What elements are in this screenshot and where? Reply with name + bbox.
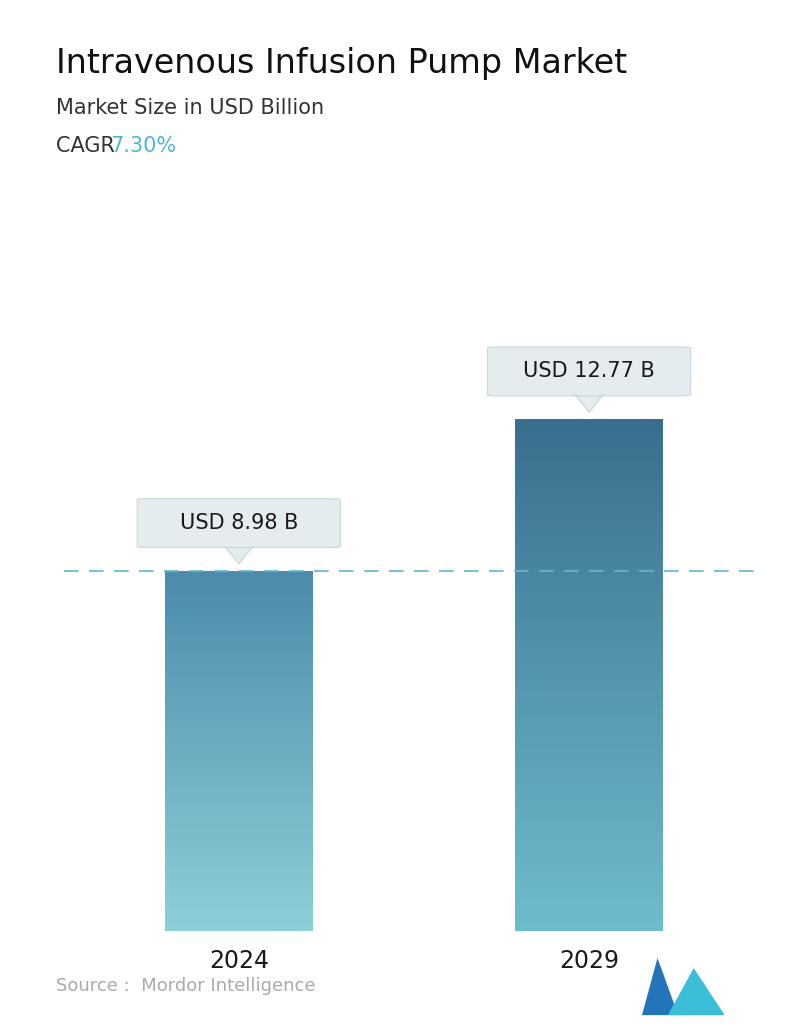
Polygon shape (668, 968, 725, 1015)
Text: CAGR: CAGR (56, 136, 128, 156)
Text: 2029: 2029 (559, 948, 619, 973)
Text: USD 8.98 B: USD 8.98 B (180, 513, 298, 534)
Polygon shape (642, 957, 678, 1015)
Text: Source :  Mordor Intelligence: Source : Mordor Intelligence (56, 977, 315, 995)
Polygon shape (224, 546, 253, 564)
FancyBboxPatch shape (487, 347, 691, 396)
Text: 7.30%: 7.30% (110, 136, 176, 156)
Text: 2024: 2024 (209, 948, 269, 973)
Text: USD 12.77 B: USD 12.77 B (523, 362, 655, 382)
Polygon shape (575, 395, 603, 412)
Text: Market Size in USD Billion: Market Size in USD Billion (56, 98, 324, 118)
Text: Intravenous Infusion Pump Market: Intravenous Infusion Pump Market (56, 47, 626, 80)
FancyBboxPatch shape (137, 498, 341, 548)
